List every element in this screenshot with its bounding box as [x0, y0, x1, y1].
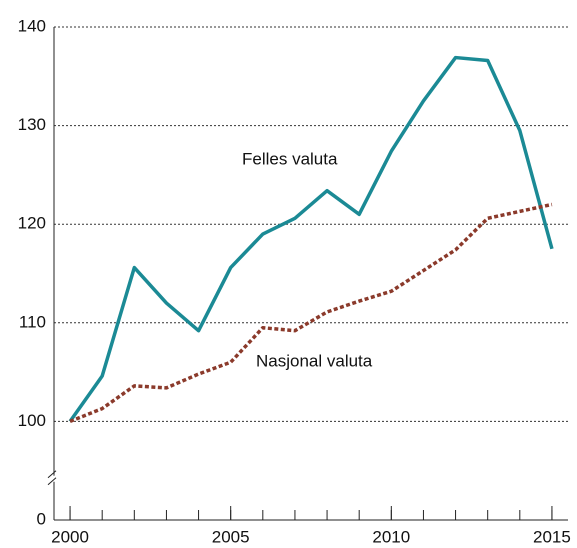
axis-break	[47, 477, 57, 486]
x-tick-label: 2010	[372, 527, 410, 546]
y-tick-label: 110	[19, 312, 46, 331]
axis-break	[47, 470, 57, 479]
series-label: Felles valuta	[242, 149, 338, 168]
axis-break-gap	[48, 475, 60, 482]
series-label: Nasjonal valuta	[256, 351, 373, 370]
x-tick-label: 2015	[533, 527, 571, 546]
series-line	[69, 202, 553, 424]
series-line	[68, 55, 554, 423]
x-tick-label: 2005	[212, 527, 250, 546]
y-tick-label: 100	[18, 411, 46, 430]
y-tick-label: 140	[18, 16, 46, 35]
y-tick-label: 130	[18, 115, 46, 134]
x-tick-label: 2000	[51, 527, 89, 546]
y-tick-label: 120	[18, 214, 46, 233]
y-tick-label: 0	[37, 509, 46, 528]
